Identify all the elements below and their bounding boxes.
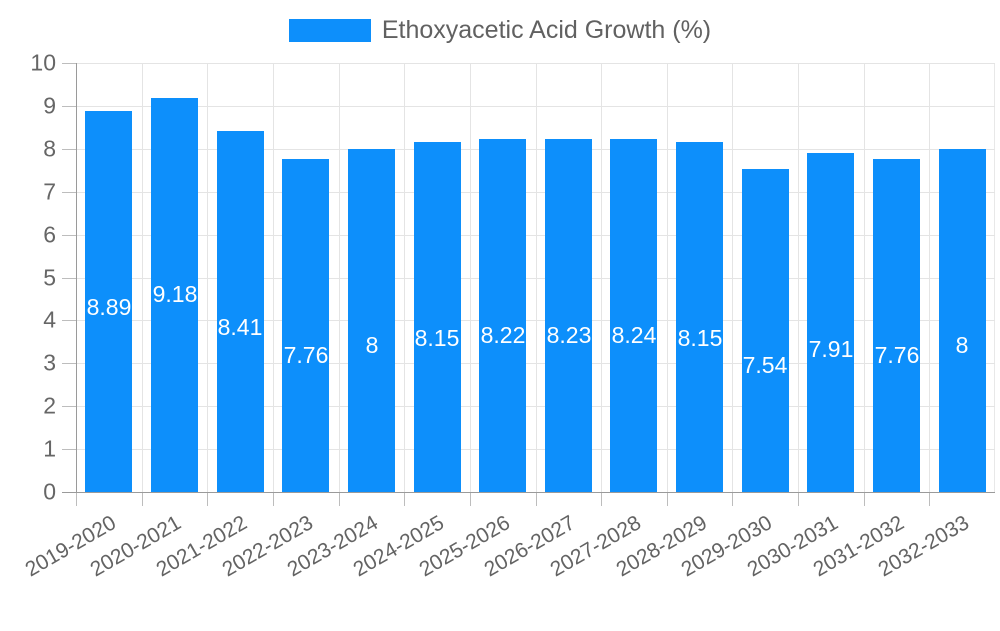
bar[interactable] bbox=[676, 142, 723, 492]
y-tick-mark bbox=[62, 106, 76, 107]
bar-chart: Ethoxyacetic Acid Growth (%) 0 1 2 3 4 5 6 7 8 9 1… bbox=[0, 10, 1000, 582]
bar[interactable] bbox=[873, 159, 920, 492]
x-gridline bbox=[273, 63, 274, 492]
y-tick-mark bbox=[62, 363, 76, 364]
x-tick-mark bbox=[142, 492, 143, 506]
legend-label: Ethoxyacetic Acid Growth (%) bbox=[381, 15, 712, 44]
bar[interactable] bbox=[282, 159, 329, 492]
y-gridline bbox=[76, 278, 995, 279]
y-tick-mark bbox=[62, 406, 76, 407]
x-gridline bbox=[470, 63, 471, 492]
x-gridline bbox=[667, 63, 668, 492]
y-tick-mark bbox=[62, 278, 76, 279]
y-tick-label: 1 bbox=[43, 435, 56, 462]
bar-value-label: 8.15 bbox=[414, 325, 460, 351]
chart-legend: Ethoxyacetic Acid Growth (%) bbox=[0, 10, 1000, 50]
y-gridline bbox=[76, 406, 995, 407]
bar[interactable] bbox=[939, 149, 986, 492]
y-tick-label: 4 bbox=[43, 306, 56, 333]
bar[interactable] bbox=[414, 142, 461, 492]
bar-series-ethoxyacetic-acid-growth: 8.89 9.18 8.41 7.76 8 8.15 8.22 8.23 8.24 8.15 7.5… bbox=[85, 98, 986, 492]
y-gridline bbox=[76, 63, 995, 64]
x-gridline bbox=[207, 63, 208, 492]
bar-value-label: 8 bbox=[955, 332, 969, 358]
y-tick-label: 10 bbox=[30, 49, 56, 76]
y-tick-mark bbox=[62, 63, 76, 64]
bar[interactable] bbox=[807, 153, 854, 492]
bar[interactable] bbox=[151, 98, 198, 492]
y-gridline bbox=[76, 320, 995, 321]
y-tick-mark bbox=[62, 235, 76, 236]
x-axis-line bbox=[62, 492, 995, 493]
y-gridline bbox=[76, 149, 995, 150]
bar-value-label: 7.91 bbox=[808, 336, 854, 362]
y-tick-label: 6 bbox=[43, 221, 56, 248]
y-axis-line bbox=[76, 63, 77, 493]
y-gridline bbox=[76, 363, 995, 364]
bar-value-label: 8.22 bbox=[480, 322, 526, 348]
x-tick-mark bbox=[732, 492, 733, 506]
y-tick-mark bbox=[62, 320, 76, 321]
bar-value-label: 7.76 bbox=[283, 342, 329, 368]
x-gridline bbox=[732, 63, 733, 492]
x-tick-mark bbox=[601, 492, 602, 506]
y-tick-label: 2 bbox=[43, 392, 56, 419]
y-tick-mark bbox=[62, 449, 76, 450]
y-gridline bbox=[76, 449, 995, 450]
x-tick-mark bbox=[929, 492, 930, 506]
bar[interactable] bbox=[348, 149, 395, 492]
x-gridline bbox=[339, 63, 340, 492]
bar-value-label: 8.24 bbox=[611, 322, 657, 348]
x-tick-mark bbox=[404, 492, 405, 506]
x-tick-mark bbox=[339, 492, 340, 506]
x-gridline bbox=[404, 63, 405, 492]
x-gridline bbox=[142, 63, 143, 492]
x-tick-mark bbox=[76, 492, 77, 506]
bar-value-label: 8.89 bbox=[86, 294, 132, 320]
x-gridline bbox=[601, 63, 602, 492]
y-gridline bbox=[76, 235, 995, 236]
legend-item-ethoxyacetic-acid-growth[interactable]: Ethoxyacetic Acid Growth (%) bbox=[288, 15, 712, 44]
x-tick-mark bbox=[273, 492, 274, 506]
bar-value-label: 8.41 bbox=[217, 314, 263, 340]
bar[interactable] bbox=[217, 131, 264, 492]
x-tick-mark bbox=[536, 492, 537, 506]
bar[interactable] bbox=[742, 169, 789, 492]
y-tick-label: 9 bbox=[43, 92, 56, 119]
x-gridline bbox=[929, 63, 930, 492]
bar[interactable] bbox=[610, 139, 657, 492]
bar-value-label: 7.54 bbox=[742, 352, 788, 378]
y-tick-label: 7 bbox=[43, 178, 56, 205]
y-gridline bbox=[76, 192, 995, 193]
x-tick-mark bbox=[667, 492, 668, 506]
bar[interactable] bbox=[479, 139, 526, 492]
y-tick-label: 3 bbox=[43, 349, 56, 376]
y-tick-mark bbox=[62, 149, 76, 150]
bar-value-label: 8.23 bbox=[546, 322, 592, 348]
bar-value-label: 8.15 bbox=[677, 325, 723, 351]
x-gridline bbox=[798, 63, 799, 492]
y-tick-label: 5 bbox=[43, 264, 56, 291]
x-tick-mark bbox=[798, 492, 799, 506]
bar-value-label: 8 bbox=[365, 332, 379, 358]
x-gridline bbox=[536, 63, 537, 492]
bar-value-label: 9.18 bbox=[152, 281, 198, 307]
bar[interactable] bbox=[85, 111, 132, 492]
x-tick-mark bbox=[207, 492, 208, 506]
y-tick-mark bbox=[62, 192, 76, 193]
y-gridline bbox=[76, 106, 995, 107]
x-gridline bbox=[864, 63, 865, 492]
y-tick-label: 8 bbox=[43, 135, 56, 162]
legend-color-swatch-icon bbox=[288, 18, 371, 42]
y-tick-label: 0 bbox=[43, 478, 56, 505]
bar-value-label: 7.76 bbox=[874, 342, 920, 368]
x-tick-mark bbox=[470, 492, 471, 506]
x-tick-mark bbox=[864, 492, 865, 506]
bar[interactable] bbox=[545, 139, 592, 492]
